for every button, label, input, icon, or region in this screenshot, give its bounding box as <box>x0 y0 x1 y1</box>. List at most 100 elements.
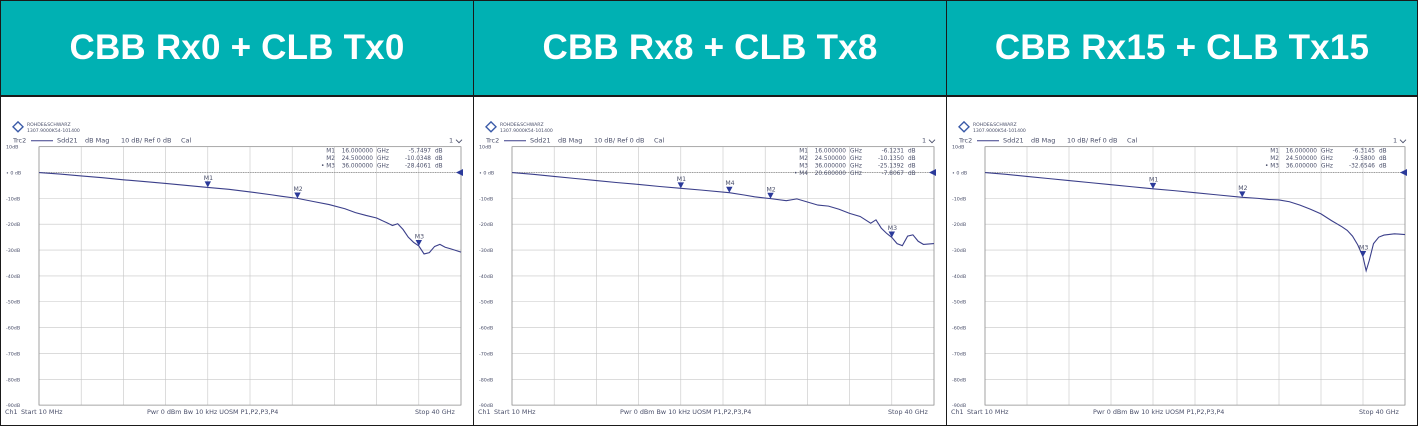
trace-line <box>512 171 935 247</box>
marker-label: M2 <box>293 186 302 193</box>
rs-logo-shape <box>958 120 970 133</box>
panel-rx0: CBB Rx0 + CLB Tx0 ROHDE&SCHWARZ 1307.9000… <box>0 0 474 426</box>
marker-table-unit: dB <box>908 149 916 155</box>
marker-triangle-icon <box>294 192 301 199</box>
marker-label: M1 <box>204 175 213 182</box>
marker-table-unit: dB <box>1379 164 1387 170</box>
trace-cal: Cal <box>1127 137 1138 145</box>
marker-table-freq: 20.600000 <box>815 171 847 177</box>
channel-label: Ch1 <box>478 408 491 416</box>
marker-table-name: M2 <box>799 156 808 162</box>
marker-table-unit: GHz <box>850 156 862 162</box>
marker-table-unit: dB <box>908 156 916 162</box>
marker-m1: M1 <box>204 175 213 188</box>
marker-table-name: M1 <box>1270 149 1279 155</box>
y-tick-label: -80dB <box>6 377 20 383</box>
reference-arrow-icon <box>1400 169 1407 177</box>
instrument-serial: 1307.9000K54-101400 <box>500 128 553 134</box>
instrument-name: ROHDE&SCHWARZ <box>500 122 544 128</box>
marker-table-unit: dB <box>1379 149 1387 155</box>
marker-table-value: -28.4061 <box>405 164 431 170</box>
reference-arrow-icon <box>456 169 463 177</box>
y-tick-label: -40dB <box>6 274 20 280</box>
marker-table-value: -7.8067 <box>882 171 905 177</box>
marker-triangle-icon <box>726 186 733 193</box>
marker-m3: M3 <box>415 234 424 246</box>
marker-table-unit: dB <box>435 149 443 155</box>
marker-table-unit: GHz <box>850 149 862 155</box>
channel-label: Ch1 <box>951 408 964 416</box>
trace-param: Sdd21 <box>57 137 78 145</box>
panel-header: CBB Rx0 + CLB Tx0 <box>1 1 473 97</box>
y-tick-label: -60dB <box>6 326 20 332</box>
marker-table-freq: 16.000000 <box>815 149 847 155</box>
y-tick-label: -70dB <box>479 351 493 357</box>
marker-triangle-icon <box>204 181 211 188</box>
y-tick-label: -40dB <box>952 274 966 280</box>
marker-m3: M3 <box>888 225 897 238</box>
marker-table-freq: 24.500000 <box>815 156 847 162</box>
y-tick-label: -30dB <box>6 248 20 254</box>
y-tick-label: 10dB <box>6 145 18 151</box>
marker-table-unit: GHz <box>377 149 389 155</box>
marker-table-name: • M3 <box>1265 164 1279 170</box>
marker-table-value: -5.7497 <box>409 149 432 155</box>
marker-table-name: M1 <box>799 149 808 155</box>
plot-frame <box>38 146 462 406</box>
trace-name: Trc2 <box>485 137 499 145</box>
channel-tag: 1 <box>1393 137 1397 145</box>
trace-param: Sdd21 <box>530 137 551 145</box>
marker-table-value: -6.3145 <box>1353 149 1376 155</box>
rs-logo-icon <box>485 120 497 133</box>
marker-table-unit: GHz <box>377 164 389 170</box>
rs-logo-shape <box>12 120 24 133</box>
marker-label: M3 <box>1359 244 1368 251</box>
y-tick-label: -50dB <box>6 300 20 306</box>
marker-table-unit: dB <box>908 164 916 170</box>
marker-table-unit: GHz <box>850 164 862 170</box>
panel-header: CBB Rx8 + CLB Tx8 <box>474 1 946 97</box>
marker-label: M2 <box>766 186 775 193</box>
y-tick-label: 10dB <box>952 145 964 151</box>
marker-m3: M3 <box>1359 244 1368 257</box>
marker-table-unit: dB <box>435 156 443 162</box>
y-tick-label: -50dB <box>952 300 966 306</box>
marker-m1: M1 <box>1149 176 1158 189</box>
y-tick-label: -80dB <box>479 377 493 383</box>
vna-plot: ROHDE&SCHWARZ 1307.9000K54-101400 Trc2 Sdd2… <box>947 97 1417 425</box>
plot-grid <box>38 146 462 406</box>
marker-table-unit: GHz <box>377 156 389 162</box>
y-tick-label: -90dB <box>479 403 493 409</box>
rs-logo-shape <box>485 120 497 133</box>
marker-table-freq: 36.000000 <box>342 164 374 170</box>
y-tick-label: -20dB <box>6 222 20 228</box>
marker-table-name: M1 <box>326 149 335 155</box>
marker-table-unit: dB <box>908 171 916 177</box>
marker-table-freq: 36.000000 <box>815 164 847 170</box>
y-tick-label: -30dB <box>479 248 493 254</box>
trace-scale: 10 dB/ Ref 0 dB <box>1067 137 1117 145</box>
trace-cal: Cal <box>654 137 665 145</box>
sweep-settings: Pwr 0 dBm Bw 10 kHz UOSM P1,P2,P3,P4 <box>147 408 278 416</box>
y-tick-label: -70dB <box>6 351 20 357</box>
marker-table-value: -6.1231 <box>882 149 905 155</box>
marker-table-freq: 16.000000 <box>342 149 374 155</box>
marker-label: M3 <box>415 234 424 241</box>
y-tick-label: • 0 dB <box>479 171 494 177</box>
start-frequency: Start 10 MHz <box>494 408 536 416</box>
trace-cal: Cal <box>181 137 192 145</box>
sweep-settings: Pwr 0 dBm Bw 10 kHz UOSM P1,P2,P3,P4 <box>1093 408 1224 416</box>
panel-rx15: CBB Rx15 + CLB Tx15 ROHDE&SCHWARZ 1307.90… <box>946 0 1418 426</box>
marker-triangle-icon <box>1149 182 1157 189</box>
y-tick-label: -40dB <box>479 274 493 280</box>
trace-format: dB Mag <box>558 137 582 145</box>
channel-tag: 1 <box>922 137 926 145</box>
trace-name: Trc2 <box>958 137 972 145</box>
instrument-name: ROHDE&SCHWARZ <box>27 122 71 128</box>
plot-grid <box>984 146 1406 406</box>
marker-triangle-icon <box>888 231 895 238</box>
trace-line <box>985 171 1406 273</box>
marker-m2: M2 <box>293 186 303 199</box>
rs-logo-icon <box>12 120 24 133</box>
chevron-down-icon <box>455 139 463 144</box>
